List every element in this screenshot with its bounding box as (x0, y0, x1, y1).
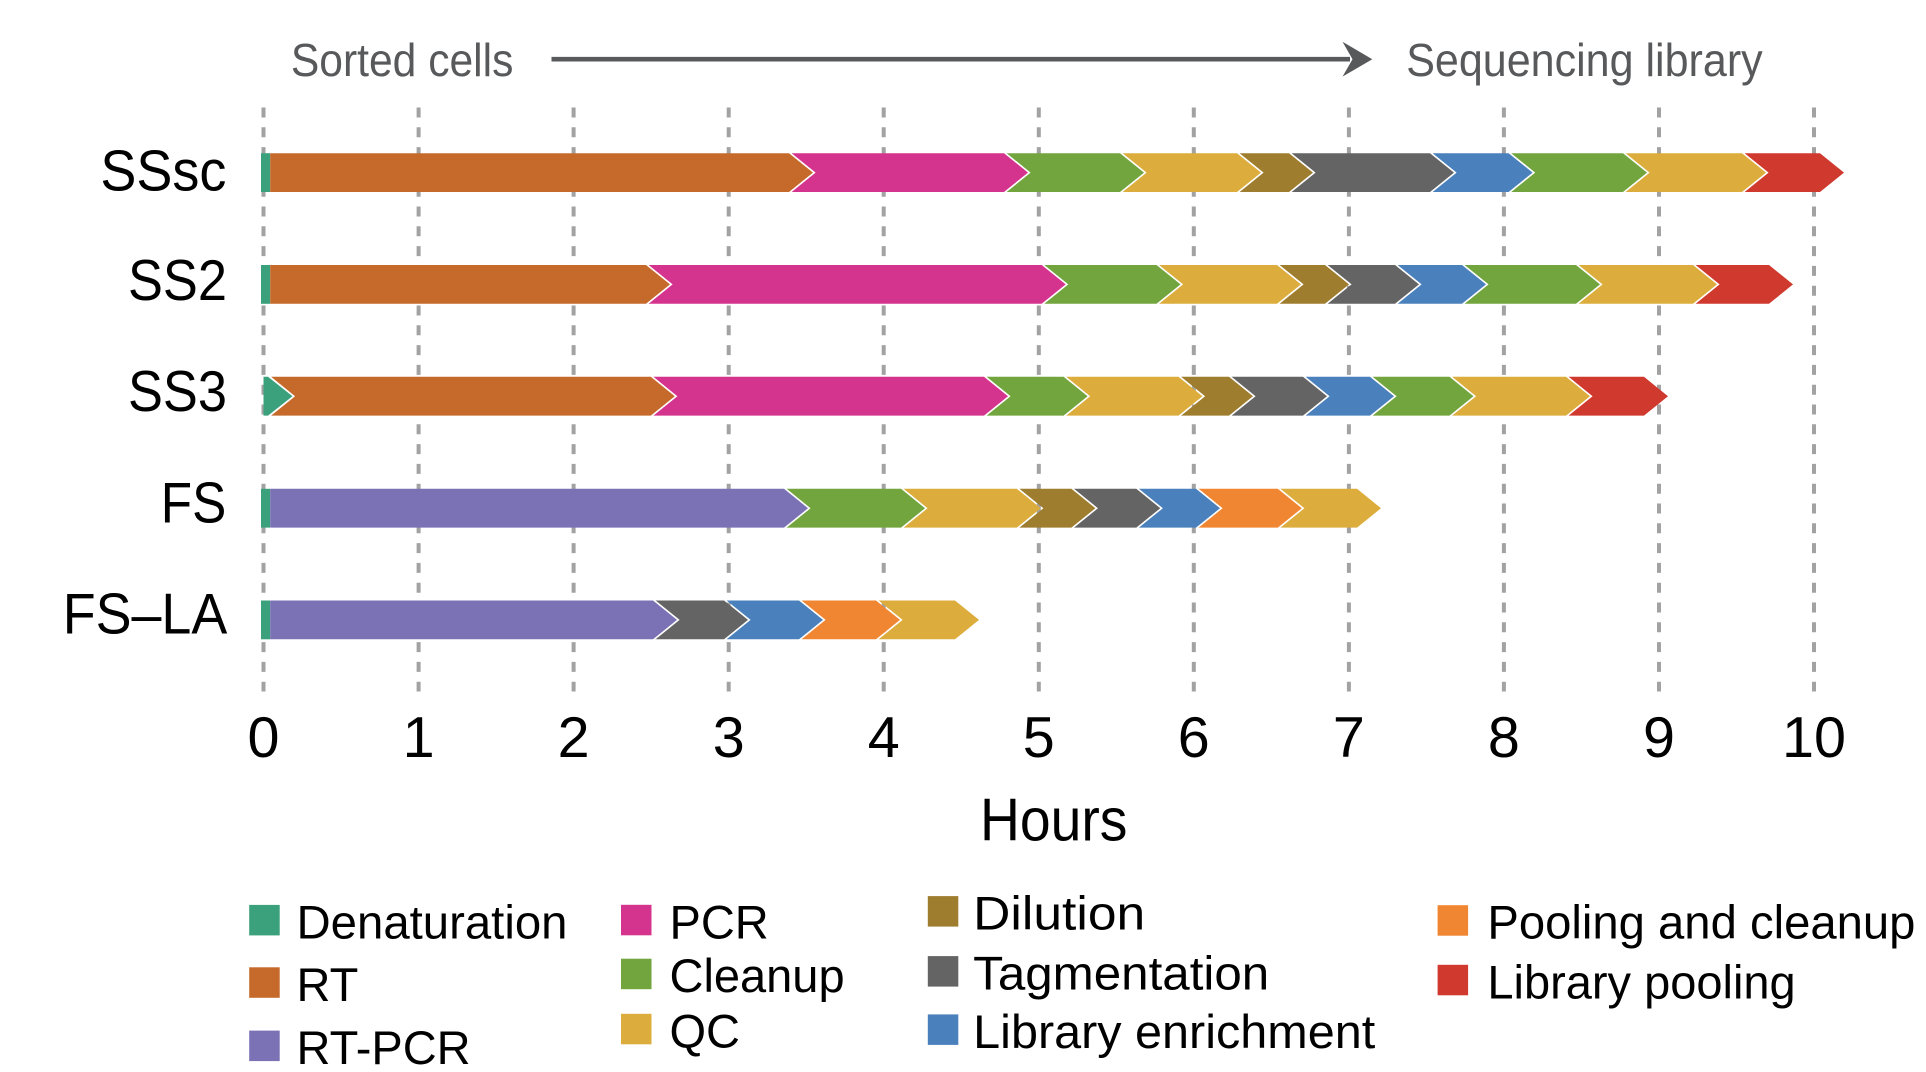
svg-text:Library enrichment: Library enrichment (973, 1005, 1375, 1058)
svg-text:5: 5 (1023, 706, 1055, 770)
svg-text:RT: RT (297, 958, 359, 1011)
svg-text:PCR: PCR (670, 895, 769, 948)
svg-text:1: 1 (403, 706, 435, 770)
svg-text:Pooling and cleanup: Pooling and cleanup (1487, 896, 1915, 949)
svg-text:FS: FS (161, 472, 227, 536)
svg-text:6: 6 (1178, 706, 1210, 770)
svg-text:Hours: Hours (980, 786, 1128, 854)
svg-text:Sequencing library: Sequencing library (1406, 34, 1763, 86)
svg-text:QC: QC (670, 1004, 741, 1057)
svg-text:2: 2 (558, 706, 590, 770)
svg-text:Cleanup: Cleanup (670, 949, 845, 1002)
svg-text:3: 3 (713, 706, 745, 770)
svg-text:Sorted cells: Sorted cells (291, 34, 514, 86)
svg-text:RT-PCR: RT-PCR (297, 1021, 471, 1072)
svg-text:7: 7 (1333, 706, 1365, 770)
svg-text:SS3: SS3 (128, 360, 227, 424)
svg-text:10: 10 (1782, 706, 1846, 770)
svg-text:Denaturation: Denaturation (297, 895, 568, 948)
svg-text:Dilution: Dilution (973, 887, 1145, 940)
svg-text:Tagmentation: Tagmentation (973, 947, 1269, 1000)
svg-text:0: 0 (248, 706, 280, 770)
svg-text:FS–LA: FS–LA (63, 583, 228, 647)
svg-text:8: 8 (1488, 706, 1520, 770)
svg-text:SS2: SS2 (128, 249, 227, 313)
svg-text:Library pooling: Library pooling (1487, 955, 1795, 1008)
svg-text:9: 9 (1643, 706, 1675, 770)
svg-text:SSsc: SSsc (100, 139, 226, 203)
svg-text:4: 4 (868, 706, 900, 770)
